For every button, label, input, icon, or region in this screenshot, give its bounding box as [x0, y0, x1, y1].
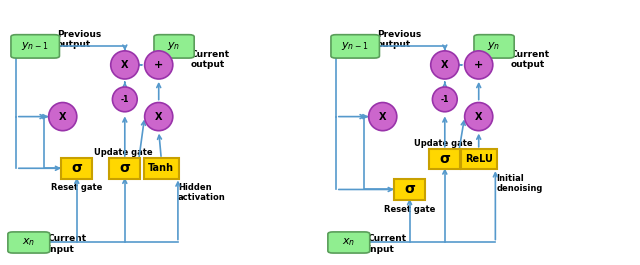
Text: Previous
output: Previous output — [57, 30, 101, 50]
Ellipse shape — [369, 103, 397, 131]
Text: X: X — [475, 112, 483, 122]
Text: -1: -1 — [120, 95, 129, 104]
Text: X: X — [379, 112, 387, 122]
Text: Previous
output: Previous output — [377, 30, 421, 50]
Text: $x_n$: $x_n$ — [342, 237, 355, 248]
Ellipse shape — [113, 87, 137, 112]
Text: σ: σ — [72, 161, 82, 175]
Text: $x_n$: $x_n$ — [22, 237, 35, 248]
FancyBboxPatch shape — [328, 232, 370, 253]
FancyBboxPatch shape — [144, 158, 179, 179]
Text: Initial
denoising: Initial denoising — [497, 174, 543, 193]
Ellipse shape — [431, 51, 459, 79]
FancyBboxPatch shape — [331, 35, 380, 58]
Text: X: X — [121, 60, 129, 70]
Text: σ: σ — [440, 152, 450, 166]
Text: +: + — [154, 60, 163, 70]
Text: ReLU: ReLU — [465, 154, 493, 164]
Text: Update gate: Update gate — [414, 139, 473, 148]
Text: Hidden
activation: Hidden activation — [178, 183, 226, 202]
Text: $y_n$: $y_n$ — [488, 40, 500, 52]
Text: X: X — [155, 112, 163, 122]
Text: Update gate: Update gate — [94, 148, 153, 157]
Text: Current
input: Current input — [47, 234, 86, 254]
FancyBboxPatch shape — [61, 158, 92, 179]
Ellipse shape — [465, 103, 493, 131]
Text: Current
output: Current output — [191, 50, 230, 69]
Ellipse shape — [465, 51, 493, 79]
FancyBboxPatch shape — [154, 35, 194, 58]
Ellipse shape — [145, 51, 173, 79]
FancyBboxPatch shape — [109, 158, 140, 179]
FancyBboxPatch shape — [429, 149, 460, 169]
Text: Current
input: Current input — [367, 234, 406, 254]
Text: $y_{n-1}$: $y_{n-1}$ — [341, 40, 369, 52]
Ellipse shape — [49, 103, 77, 131]
Text: Tanh: Tanh — [148, 163, 174, 173]
Ellipse shape — [111, 51, 139, 79]
FancyBboxPatch shape — [474, 35, 514, 58]
Ellipse shape — [433, 87, 457, 112]
Text: σ: σ — [120, 161, 130, 175]
FancyBboxPatch shape — [394, 179, 425, 200]
Text: X: X — [59, 112, 67, 122]
Ellipse shape — [145, 103, 173, 131]
FancyBboxPatch shape — [11, 35, 60, 58]
Text: Current
output: Current output — [511, 50, 550, 69]
Text: +: + — [474, 60, 483, 70]
FancyBboxPatch shape — [8, 232, 50, 253]
Text: -1: -1 — [440, 95, 449, 104]
Text: $y_{n-1}$: $y_{n-1}$ — [21, 40, 49, 52]
FancyBboxPatch shape — [461, 149, 497, 169]
Text: X: X — [441, 60, 449, 70]
Text: Reset gate: Reset gate — [384, 205, 435, 214]
Text: $y_n$: $y_n$ — [168, 40, 180, 52]
Text: Reset gate: Reset gate — [51, 183, 102, 192]
Text: σ: σ — [404, 183, 415, 196]
